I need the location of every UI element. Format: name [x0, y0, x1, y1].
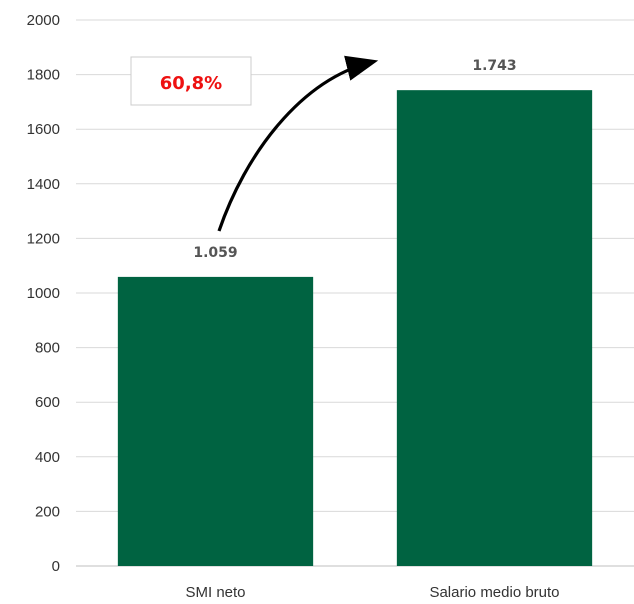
y-tick-label: 400 [35, 449, 60, 466]
y-tick-label: 1000 [27, 285, 60, 302]
growth-arrow [217, 55, 379, 232]
bar-value-label: 1.743 [472, 58, 516, 74]
y-tick-label: 2000 [27, 12, 60, 29]
bar [396, 90, 593, 566]
y-tick-label: 1800 [27, 67, 60, 84]
growth-callout: 60,8% [130, 55, 379, 232]
bar-value-label: 1.059 [193, 245, 237, 261]
y-tick-label: 0 [52, 558, 60, 575]
category-label: Salario medio bruto [429, 584, 559, 601]
y-tick-label: 1600 [27, 121, 60, 138]
callout-percentage: 60,8% [160, 73, 222, 94]
bars [117, 90, 593, 566]
y-tick-label: 800 [35, 340, 60, 357]
y-axis-ticks: 0 200 400 600 800 1000 1200 1400 1600 1800 2000 [27, 12, 60, 575]
category-label: SMI neto [185, 584, 245, 601]
y-tick-label: 1400 [27, 176, 60, 193]
callout-box [130, 56, 252, 106]
x-axis-categories: SMI neto Salario medio bruto [185, 584, 559, 601]
y-tick-label: 1200 [27, 230, 60, 247]
data-labels: 1.059 1.743 [193, 58, 516, 261]
bar [117, 276, 314, 566]
y-tick-label: 600 [35, 394, 60, 411]
y-tick-label: 200 [35, 503, 60, 520]
